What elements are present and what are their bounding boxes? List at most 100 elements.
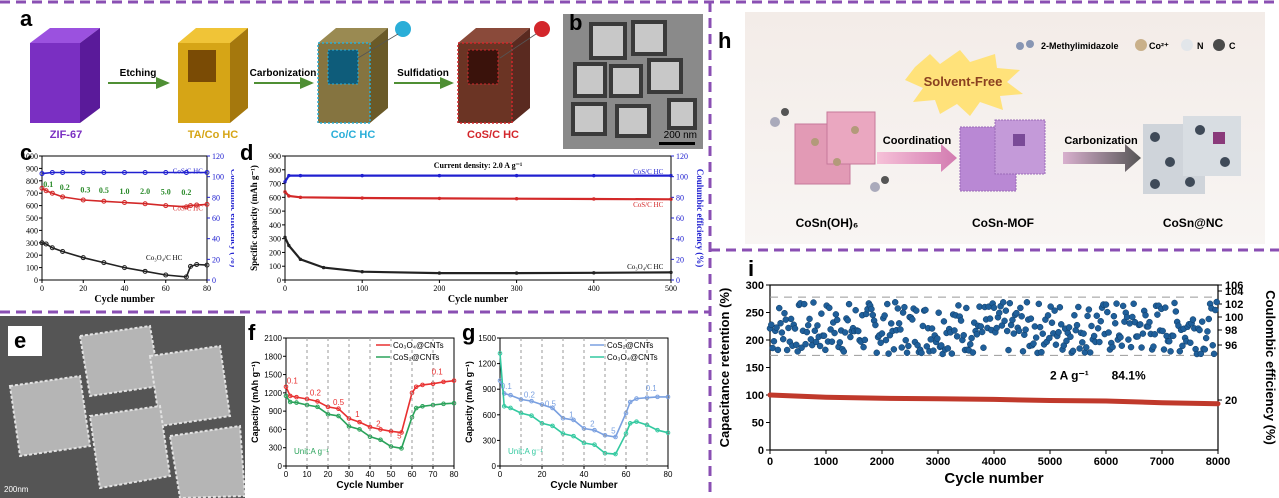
ce-point <box>1086 349 1094 356</box>
ce-point <box>948 350 956 357</box>
data-point <box>336 413 341 419</box>
x-tick-label: 40 <box>580 470 589 479</box>
step-carbonization-h: Carbonization <box>1064 135 1138 147</box>
y2-tick-label: 80 <box>212 193 220 202</box>
panel-label-h: h <box>718 28 732 53</box>
x-tick-label: 60 <box>162 284 170 293</box>
x-tick-label: 10 <box>303 470 312 479</box>
ce-point <box>831 329 838 337</box>
step-sulfidation: Sulfidation <box>397 68 449 79</box>
y2-axis-label: Coulombic efficiency (%) <box>1263 290 1278 445</box>
data-point <box>378 437 383 443</box>
ce-point <box>897 326 904 333</box>
ce-point <box>1113 300 1120 307</box>
ce-point <box>1009 316 1016 324</box>
data-point <box>80 255 86 261</box>
data-point <box>101 198 107 204</box>
y2-tick-label: 104 <box>1225 286 1244 298</box>
ce-point <box>782 316 790 323</box>
x-tick-label: 0 <box>284 470 289 479</box>
data-point <box>514 173 519 178</box>
ce-point <box>845 300 853 308</box>
ce-point <box>1201 346 1209 353</box>
y-tick-label: 200 <box>746 335 764 347</box>
ce-point <box>1030 340 1037 347</box>
ce-point <box>1176 348 1184 355</box>
ce-point <box>895 320 903 327</box>
ce-point <box>1105 329 1112 336</box>
x-tick-label: 2000 <box>870 456 894 468</box>
data-point <box>451 378 457 383</box>
ce-point <box>1117 334 1124 341</box>
data-point <box>43 188 49 194</box>
y-tick-label: 800 <box>269 166 281 175</box>
ce-point <box>1039 330 1047 337</box>
y2-tick-label: 96 <box>1225 340 1237 352</box>
data-point <box>49 245 55 251</box>
ce-point <box>1076 345 1083 352</box>
ce-point <box>1134 333 1141 340</box>
ce-point <box>1212 306 1219 314</box>
y2-tick-label: 100 <box>676 173 688 182</box>
ce-point <box>902 336 909 344</box>
solvent-free-burst <box>905 50 1023 116</box>
data-point <box>413 405 419 411</box>
y-tick-label: 2100 <box>264 334 282 343</box>
ce-point <box>778 329 786 336</box>
ce-point <box>884 300 891 308</box>
data-point <box>539 421 545 426</box>
data-point <box>204 262 210 268</box>
data-point <box>655 394 660 400</box>
ce-point <box>860 343 867 351</box>
y2-axis-label: Coulumbic efficiency (%) <box>229 169 234 267</box>
ce-point <box>1038 348 1045 356</box>
data-point <box>420 403 425 409</box>
ce-point <box>909 316 916 323</box>
y-tick-label: 900 <box>269 407 283 416</box>
ce-point <box>1160 346 1168 353</box>
x-tick-label: 0 <box>498 470 503 479</box>
data-point <box>665 394 671 400</box>
ce-point <box>1179 342 1186 350</box>
stage-cosn-mof: CoSn-MOF <box>972 216 1034 230</box>
y-axis-label: Specific capacity (mAh g⁻¹) <box>249 165 259 271</box>
data-point <box>592 197 596 201</box>
y-tick-label: 900 <box>483 385 497 394</box>
ce-point <box>852 306 859 314</box>
ce-point <box>873 349 880 357</box>
data-point <box>518 397 524 402</box>
chart-i: 0 1000 2000 3000 4000 5000 6000 7000 80000501001… <box>717 280 1278 487</box>
data-point <box>49 170 55 176</box>
data-point <box>441 379 446 385</box>
ce-point <box>840 348 848 355</box>
series-line-1 <box>284 191 672 201</box>
ce-point <box>1051 307 1058 314</box>
ce-point <box>1063 337 1070 345</box>
panel-e-label-bg <box>8 326 42 356</box>
schematic-h: 2-Methylimidazole Co²⁺ N C Solvent-Free … <box>745 12 1265 244</box>
series-label: Co₃O₄/C HC <box>146 254 183 262</box>
ce-point <box>1023 299 1031 306</box>
y2-tick-label: 98 <box>1225 325 1237 337</box>
x-tick-label: 4000 <box>982 456 1006 468</box>
ce-point <box>1118 342 1126 349</box>
ce-point <box>847 333 854 341</box>
ce-point <box>826 304 833 312</box>
data-point <box>441 401 446 407</box>
ce-point <box>1096 338 1103 346</box>
x-tick-label: 80 <box>664 470 673 479</box>
rate-label: 0.5 <box>545 399 557 408</box>
ce-point <box>1142 311 1149 319</box>
y2-tick-label: 20 <box>676 255 684 264</box>
zif67-cube <box>30 28 100 123</box>
x-tick-label: 80 <box>450 470 459 479</box>
ce-point <box>1110 312 1118 320</box>
data-point <box>163 170 169 176</box>
ce-point <box>890 346 898 353</box>
rate-label: 0.1 <box>287 377 299 386</box>
ce-point <box>1159 327 1166 335</box>
ce-point <box>1102 301 1110 308</box>
ce-point <box>1205 315 1213 323</box>
y2-tick-label: 0 <box>676 276 680 285</box>
ce-point <box>968 334 975 342</box>
